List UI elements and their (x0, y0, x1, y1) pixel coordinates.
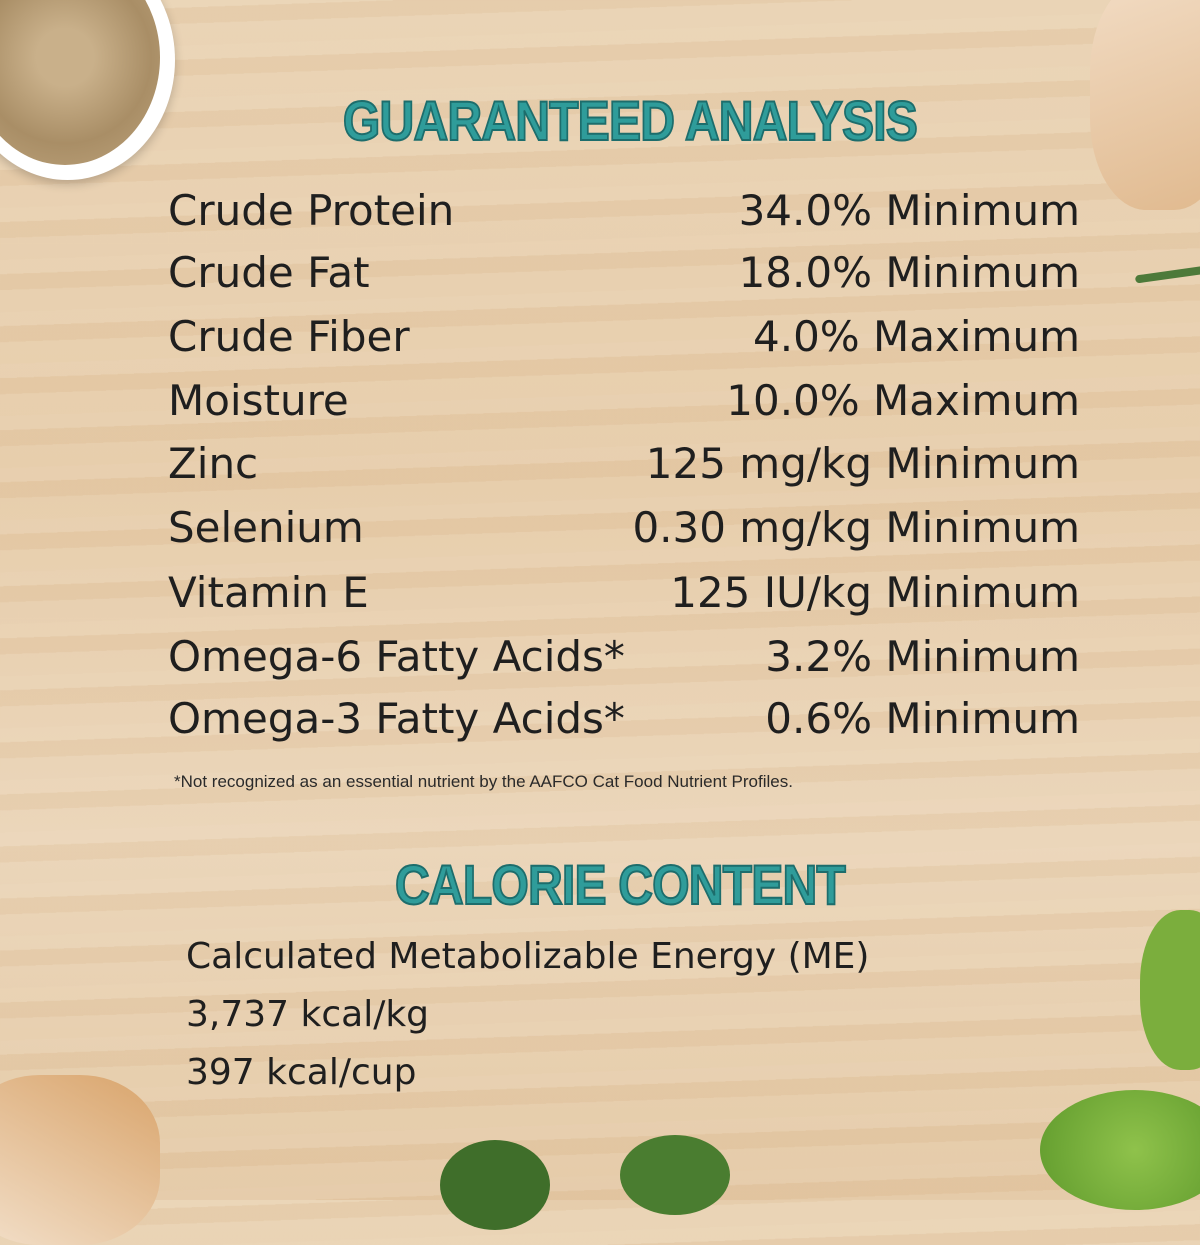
analysis-row: Selenium 0.30 mg/kg Minimum (168, 497, 1080, 557)
analysis-row: Crude Fat 18.0% Minimum (168, 242, 1080, 302)
calorie-content-title: CALORIE CONTENT (394, 852, 847, 917)
analysis-row: Crude Protein 34.0% Minimum (168, 180, 1080, 240)
analysis-row: Moisture 10.0% Maximum (168, 370, 1080, 430)
analysis-row: Omega-3 Fatty Acids* 0.6% Minimum (168, 688, 1080, 748)
peas-image (1140, 910, 1200, 1070)
nutrient-label: Crude Protein (168, 185, 455, 235)
chicken-bottom-left-image (0, 1075, 160, 1245)
nutrient-value: 0.30 mg/kg Minimum (632, 502, 1080, 552)
nutrient-value: 125 mg/kg Minimum (645, 438, 1080, 488)
nutrient-label: Omega-3 Fatty Acids* (168, 693, 625, 743)
nutrient-value: 34.0% Minimum (738, 185, 1080, 235)
nutrient-label: Vitamin E (168, 567, 369, 617)
analysis-row: Omega-6 Fatty Acids* 3.2% Minimum (168, 626, 1080, 686)
spinach-image-2 (620, 1135, 730, 1215)
nutrient-label: Moisture (168, 375, 349, 425)
analysis-row: Vitamin E 125 IU/kg Minimum (168, 562, 1080, 622)
analysis-row: Crude Fiber 4.0% Maximum (168, 306, 1080, 366)
calorie-line: Calculated Metabolizable Energy (ME) (186, 936, 870, 977)
footnote: *Not recognized as an essential nutrient… (174, 772, 793, 791)
spinach-image (440, 1140, 550, 1230)
nutrient-label: Zinc (168, 438, 259, 488)
nutrient-label: Crude Fiber (168, 311, 410, 361)
nutrient-value: 125 IU/kg Minimum (670, 567, 1080, 617)
nutrient-label: Crude Fat (168, 247, 370, 297)
nutrient-label: Omega-6 Fatty Acids* (168, 631, 625, 681)
calorie-line: 397 kcal/cup (186, 1052, 417, 1093)
nutrient-value: 0.6% Minimum (765, 693, 1080, 743)
chicken-top-right-image (1090, 0, 1200, 210)
guaranteed-analysis-title: GUARANTEED ANALYSIS (342, 88, 919, 153)
herb-image (1134, 264, 1200, 284)
nutrient-value: 10.0% Maximum (726, 375, 1080, 425)
calorie-line: 3,737 kcal/kg (186, 994, 430, 1035)
nutrient-value: 4.0% Maximum (753, 311, 1080, 361)
nutrient-value: 3.2% Minimum (765, 631, 1080, 681)
nutrient-label: Selenium (168, 502, 364, 552)
pea-pod-image (1040, 1090, 1200, 1210)
nutrient-value: 18.0% Minimum (738, 247, 1080, 297)
analysis-row: Zinc 125 mg/kg Minimum (168, 433, 1080, 493)
